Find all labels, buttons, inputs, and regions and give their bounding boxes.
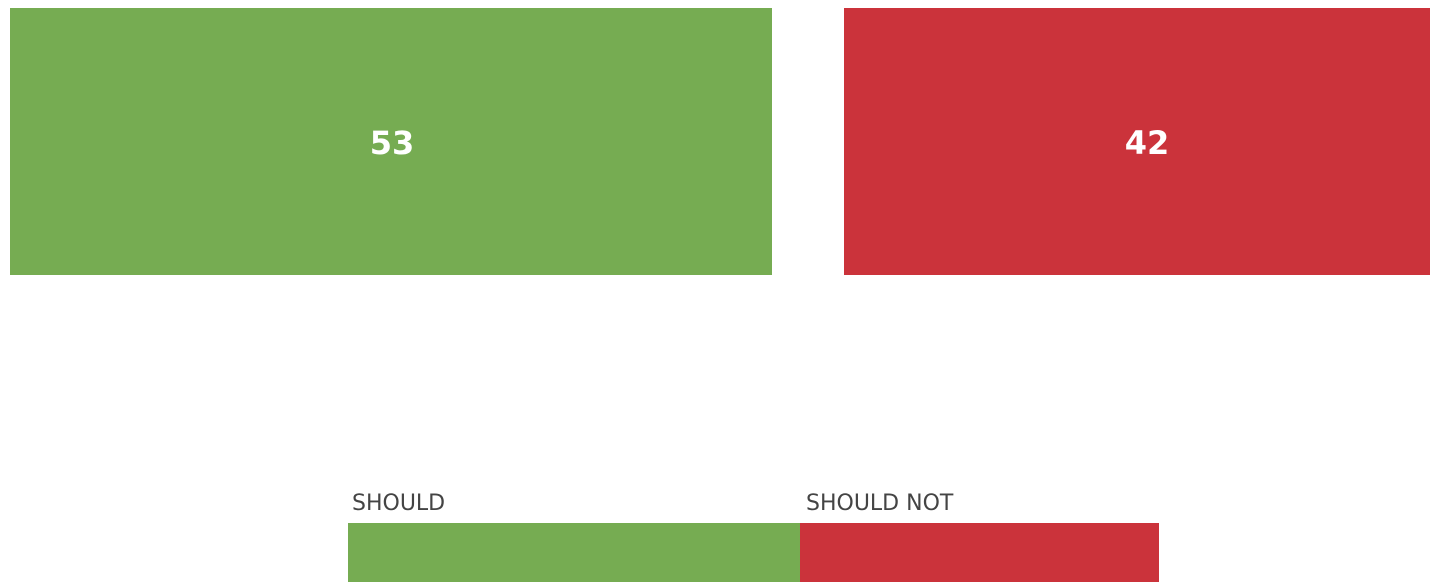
legend-swatch-should-not <box>800 523 1159 582</box>
value-boxes: 53 42 <box>10 8 1430 275</box>
bar-should <box>10 8 772 275</box>
legend-label-should-not: SHOULD NOT <box>806 491 954 516</box>
legend: SHOULD SHOULD NOT <box>348 491 1159 582</box>
legend-label-should: SHOULD <box>352 491 445 516</box>
value-label-should: 53 <box>370 124 415 162</box>
legend-swatch-should <box>348 523 800 582</box>
bar-should-not <box>844 8 1430 275</box>
value-label-should-not: 42 <box>1125 124 1170 162</box>
